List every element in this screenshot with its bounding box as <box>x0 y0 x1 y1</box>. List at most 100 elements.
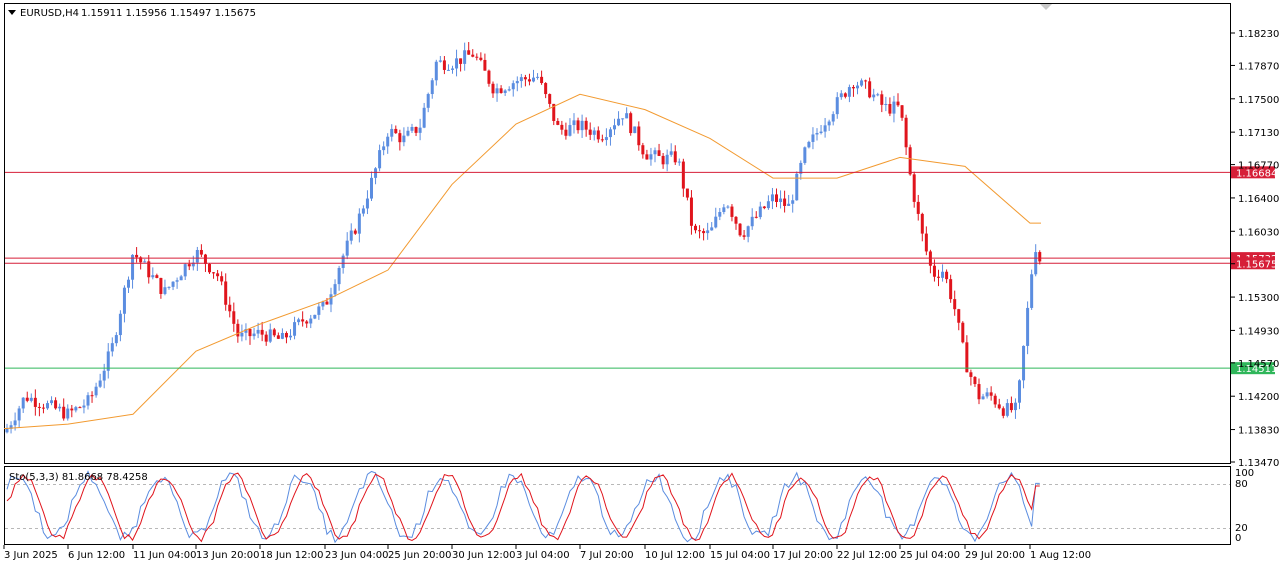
candle-body <box>823 125 827 132</box>
price-axis: 1.18230 1.17870 1.17500 1.17130 1.16770 1.164… <box>1231 29 1279 469</box>
candle-body <box>941 271 945 278</box>
candle-body <box>795 173 799 201</box>
time-tick-label: 30 Jun 12:00 <box>452 550 516 561</box>
candle-body <box>264 334 268 342</box>
candle-body <box>183 264 187 277</box>
candle-body <box>722 207 726 212</box>
candle-body <box>98 380 102 387</box>
candle-body <box>175 280 179 282</box>
candle-body <box>856 85 859 89</box>
candle-body <box>495 88 499 94</box>
time-tick-label: 15 Jul 04:00 <box>710 550 770 561</box>
moving-average-layer <box>3 93 1041 430</box>
candle-body <box>633 126 637 134</box>
time-tick-label: 23 Jun 04:00 <box>325 550 389 561</box>
shift-marker-icon[interactable] <box>1040 4 1052 10</box>
candle-body <box>309 318 313 324</box>
candle-body <box>1018 380 1021 403</box>
stochastic-signal-line <box>6 472 1040 543</box>
candle-body <box>74 407 78 411</box>
stochastic-layer <box>6 470 1040 544</box>
candle-body <box>386 136 390 147</box>
candle-body <box>770 194 774 202</box>
candle-body <box>179 276 183 281</box>
indicator-panel-frame <box>4 466 1231 545</box>
price-tick-label: 1.17130 <box>1238 128 1279 139</box>
candle-body <box>487 70 491 84</box>
candle-body <box>25 397 29 401</box>
candle-body <box>641 145 645 155</box>
candle-body <box>33 397 37 407</box>
candle-body <box>835 97 839 115</box>
candle-body <box>438 60 442 62</box>
candle-body <box>572 120 576 126</box>
price-tick-label: 1.15300 <box>1238 293 1279 304</box>
candle-body <box>167 286 171 288</box>
candle-body <box>1022 345 1026 381</box>
candle-body <box>199 249 203 255</box>
candle-body <box>1038 252 1042 262</box>
candle-body <box>556 120 560 125</box>
candle-body <box>9 425 13 429</box>
candle-body <box>912 174 916 202</box>
price-tick-label: 1.16770 <box>1238 161 1279 172</box>
candle-body <box>208 264 211 273</box>
candle-body <box>499 88 503 93</box>
candle-body <box>1026 307 1030 346</box>
candle-body <box>649 154 653 160</box>
candle-body <box>5 428 9 433</box>
candle-body <box>313 314 317 319</box>
candle-body <box>710 227 714 231</box>
candle-body <box>730 206 734 217</box>
price-tick-label: 1.17870 <box>1238 61 1279 72</box>
candle-body <box>430 80 434 95</box>
candle-body <box>297 319 301 323</box>
candle-body <box>568 125 572 136</box>
candle-body <box>50 400 54 404</box>
candle-body <box>46 403 49 409</box>
candle-body <box>892 101 896 114</box>
candle-body <box>70 408 74 411</box>
candle-body <box>483 59 487 71</box>
candle-body <box>608 129 612 138</box>
price-tick-label: 1.16030 <box>1238 227 1279 238</box>
candle-body <box>811 134 815 142</box>
candle-body <box>139 257 143 263</box>
candle-body <box>467 50 471 55</box>
ohlc-values: 1.15911 1.15956 1.15497 1.15675 <box>81 8 256 19</box>
candle-body <box>240 332 244 337</box>
sto-level-80-label: 80 <box>1235 479 1248 490</box>
candle-body <box>378 150 382 169</box>
dropdown-triangle-icon[interactable] <box>8 10 16 15</box>
candle-body <box>714 216 718 228</box>
candle-body <box>880 94 884 105</box>
candle-body <box>924 233 928 252</box>
candle-body <box>742 235 746 237</box>
candle-body <box>248 329 252 337</box>
candle-body <box>527 79 531 82</box>
candle-body <box>475 56 479 58</box>
candle-body <box>617 118 621 126</box>
candle-body <box>337 267 341 285</box>
candle-body <box>394 128 398 134</box>
candle-body <box>29 397 33 401</box>
candle-body <box>147 261 151 278</box>
sto-level-100-label: 100 <box>1235 468 1254 479</box>
candle-body <box>195 249 199 263</box>
candle-body <box>410 126 414 131</box>
candle-body <box>653 150 657 155</box>
candle-body <box>519 77 523 82</box>
candle-body <box>284 333 288 338</box>
candle-body <box>762 206 766 209</box>
candle-body <box>621 118 625 120</box>
candle-body <box>118 313 122 336</box>
candle-body <box>321 301 325 307</box>
horizontal-line-label-box <box>1231 257 1275 270</box>
candle-body <box>775 194 778 202</box>
candle-body <box>127 279 130 288</box>
candle-body <box>491 83 495 94</box>
candle-body <box>256 329 260 334</box>
price-tick-label: 1.14200 <box>1238 392 1279 403</box>
